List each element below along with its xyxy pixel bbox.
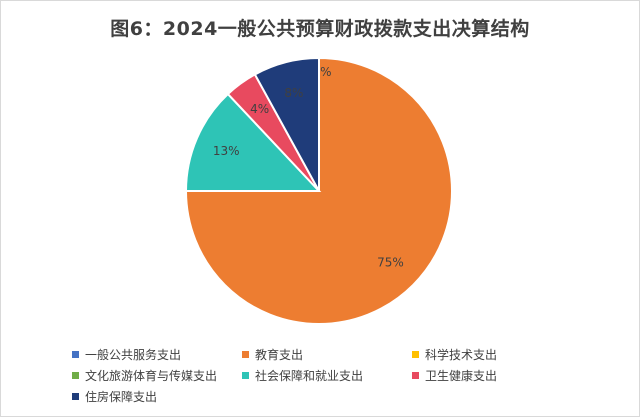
legend-swatch [242,372,249,379]
legend-label: 教育支出 [255,348,304,362]
legend-item-3: 文化旅游体育与传媒支出 [72,367,217,384]
chart-title: 图6：2024一般公共预算财政拨款支出决算结构 [110,18,530,40]
legend-swatch [412,372,419,379]
data-label-4: 13% [213,144,240,158]
legend-item-0: 一般公共服务支出 [72,346,181,363]
legend-swatch [72,351,79,358]
legend-label: 住房保障支出 [85,390,158,404]
legend-swatch [72,372,79,379]
pie-slice-6 [253,56,320,192]
pie-slice-4 [184,92,322,192]
data-label-6: 8% [284,86,303,100]
legend-swatch [72,393,79,400]
data-label-5: 4% [250,102,269,116]
legend-item-4: 社会保障和就业支出 [242,367,363,384]
legend-label: 卫生健康支出 [425,369,498,383]
data-label-1: 75% [377,255,404,269]
legend-swatch [242,351,249,358]
legend-label: 文化旅游体育与传媒支出 [85,369,218,383]
legend-label: 社会保障和就业支出 [255,369,364,383]
legend-label: 科学技术支出 [425,348,498,362]
legend-label: 一般公共服务支出 [85,348,182,362]
legend-swatch [412,351,419,358]
legend-item-2: 科学技术支出 [412,346,497,363]
legend-item-1: 教育支出 [242,346,303,363]
legend-item-5: 卫生健康支出 [412,367,497,384]
legend-item-6: 住房保障支出 [72,388,157,405]
